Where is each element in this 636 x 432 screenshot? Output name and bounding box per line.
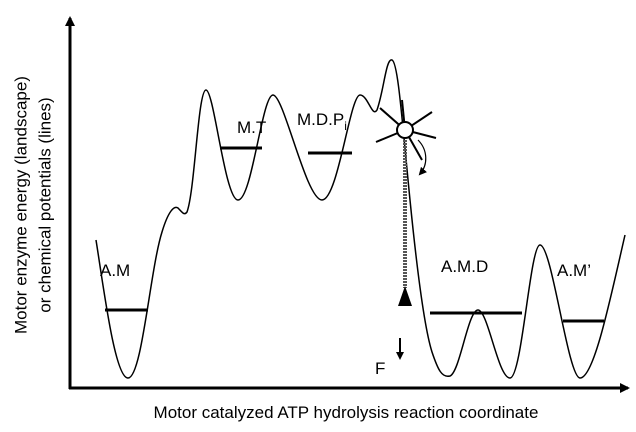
x-axis-label: Motor catalyzed ATP hydrolysis reaction … [154, 403, 539, 422]
state-label: A.M [100, 261, 130, 280]
state-label-subscript: i [344, 119, 347, 133]
state-label: M.D.Pi [297, 110, 347, 133]
energy-landscape [95, 59, 626, 379]
state-label: A.M.D [441, 257, 488, 276]
y-axis-label: Motor enzyme energy (landscape) [11, 76, 30, 334]
potential-lines [105, 146, 604, 323]
ratchet [375, 99, 437, 360]
state-label: M.T [237, 118, 266, 137]
state-label-main: M.D.P [297, 110, 344, 129]
weight [398, 286, 412, 306]
y-axis-label: or chemical potentials (lines) [35, 97, 54, 312]
state-label: A.M’ [557, 261, 591, 280]
force-label: F [375, 359, 385, 378]
rotation-arrow [417, 139, 427, 176]
